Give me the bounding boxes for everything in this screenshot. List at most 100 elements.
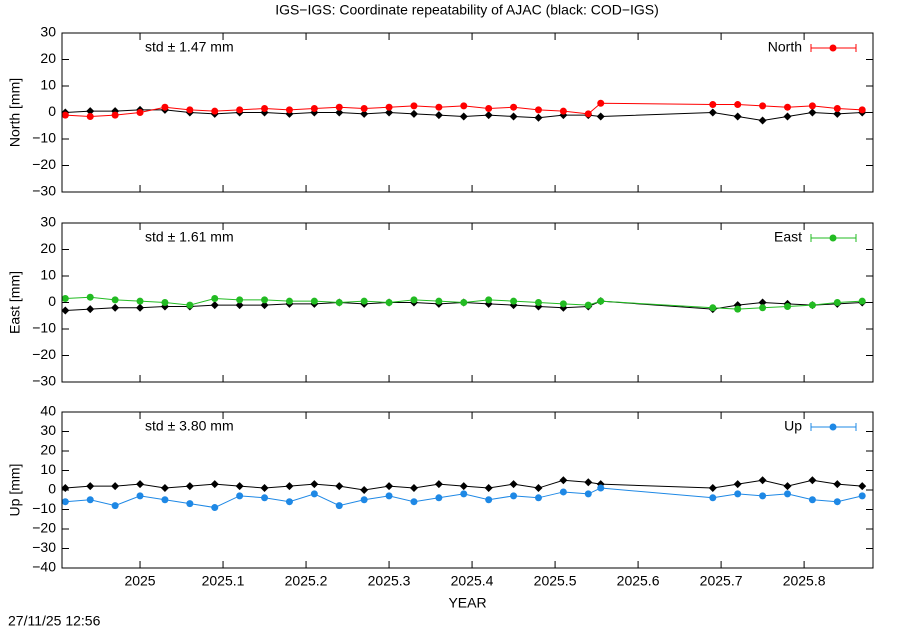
point [509, 112, 518, 121]
point [61, 111, 69, 119]
point [808, 102, 816, 110]
series-line [65, 102, 863, 117]
point [709, 494, 717, 502]
point [833, 480, 842, 489]
point [833, 109, 842, 118]
x-tick-label: 2025.3 [368, 573, 411, 589]
point [858, 106, 866, 114]
point [709, 101, 717, 109]
point [534, 113, 543, 122]
point [484, 484, 493, 493]
point [460, 102, 468, 110]
point [61, 498, 69, 506]
point [733, 480, 742, 489]
point [285, 482, 294, 491]
point [808, 476, 817, 485]
point [211, 107, 219, 115]
point [733, 112, 742, 121]
point [410, 296, 418, 304]
point [335, 299, 343, 306]
point [86, 107, 95, 116]
point [335, 108, 344, 117]
point [86, 496, 94, 504]
x-tick-label: 2025.4 [451, 573, 494, 589]
point [808, 301, 816, 309]
point [86, 482, 95, 491]
point [459, 482, 468, 491]
point [360, 109, 369, 118]
point [734, 305, 742, 313]
point [111, 296, 119, 304]
point [784, 302, 792, 310]
point [485, 296, 493, 304]
point [559, 476, 568, 485]
point [808, 496, 816, 504]
y-tick-label: 30 [40, 214, 56, 230]
point [285, 498, 293, 506]
y-tick-label: 20 [40, 50, 56, 66]
point [61, 306, 70, 315]
point [534, 106, 542, 114]
point [111, 502, 119, 510]
point [185, 482, 194, 491]
point [559, 107, 567, 115]
x-tick-label: 2025.6 [617, 573, 660, 589]
point [758, 476, 767, 485]
y-axis-label: East [mm] [7, 271, 23, 334]
y-tick-label: −30 [32, 373, 56, 389]
point [111, 111, 119, 119]
point [111, 482, 120, 491]
point [759, 102, 767, 110]
point [111, 303, 120, 312]
point [385, 103, 393, 111]
legend-label: North [768, 39, 802, 55]
annotation: std ± 1.61 mm [145, 229, 234, 245]
point [734, 101, 742, 109]
point [485, 496, 493, 504]
annotation: std ± 3.80 mm [145, 418, 234, 434]
point [385, 492, 393, 500]
point [783, 112, 792, 121]
point [534, 494, 542, 502]
series-line [65, 487, 863, 509]
point [808, 108, 817, 117]
point [260, 484, 269, 493]
point [360, 486, 369, 494]
y-tick-label: −30 [32, 183, 56, 199]
point [136, 480, 145, 489]
point [597, 484, 605, 492]
legend-marker [829, 423, 837, 431]
y-tick-label: 30 [40, 422, 56, 438]
point [186, 500, 194, 508]
point [385, 299, 393, 306]
point [86, 293, 94, 301]
point [833, 498, 841, 506]
point [261, 494, 269, 502]
x-tick-label: 2025 [124, 573, 155, 589]
point [410, 498, 418, 506]
point [759, 304, 767, 312]
point [236, 296, 244, 304]
point [335, 502, 343, 510]
point [335, 103, 343, 111]
y-tick-label: 30 [40, 24, 56, 40]
point [136, 492, 144, 500]
y-axis-label: Up [mm] [7, 464, 23, 517]
y-tick-label: 20 [40, 240, 56, 256]
point [584, 490, 592, 498]
point [260, 301, 269, 310]
y-tick-label: 20 [40, 442, 56, 458]
point [261, 105, 269, 113]
point [858, 482, 867, 491]
point [385, 108, 394, 117]
point [310, 105, 318, 113]
y-tick-label: −10 [32, 320, 56, 336]
point [160, 484, 169, 493]
point [833, 105, 841, 113]
y-tick-label: 10 [40, 77, 56, 93]
point [596, 112, 605, 121]
y-tick-label: 10 [40, 267, 56, 283]
point [559, 300, 567, 308]
point [136, 109, 144, 116]
